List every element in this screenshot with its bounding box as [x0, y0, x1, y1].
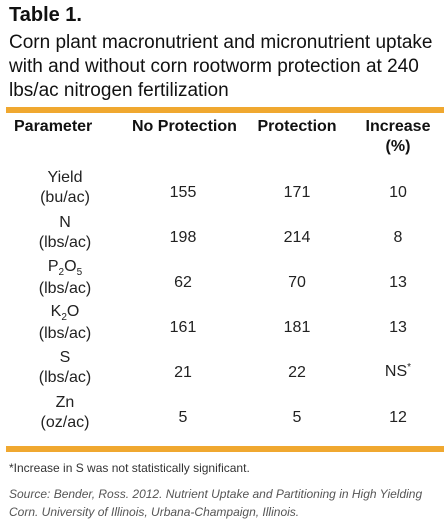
cell-no-protection: 5	[178, 408, 188, 426]
row-parameter: Yield (bu/ac)	[6, 165, 124, 210]
parameter-name: N	[59, 213, 71, 231]
header-row: Parameter No Protection Protection Incre…	[6, 113, 444, 165]
cell-protection: 22	[288, 363, 306, 381]
parameter-unit: (lbs/ac)	[38, 279, 92, 297]
table-caption: Corn plant macronutrient and micronutrie…	[9, 32, 433, 101]
parameter-unit: (bu/ac)	[40, 188, 90, 206]
cell-increase: 8	[393, 228, 403, 246]
table-row: K2O (lbs/ac) 161 181 13	[6, 300, 444, 345]
cell-protection: 70	[288, 273, 306, 291]
cell-protection: 214	[283, 228, 311, 246]
cell-no-protection: 62	[174, 273, 192, 291]
row-parameter: K2O (lbs/ac)	[6, 300, 124, 345]
parameter-name: Zn	[55, 393, 75, 411]
cell-no-protection: 155	[169, 183, 197, 201]
table-row: Yield (bu/ac) 155 171 10	[6, 165, 444, 210]
header-parameter: Parameter	[14, 118, 93, 135]
header-protection: Protection	[257, 118, 337, 135]
source-citation: Source: Bender, Ross. 2012. Nutrient Upt…	[9, 487, 423, 519]
table-row: P2O5 (lbs/ac) 62 70 13	[6, 255, 444, 300]
parameter-name: P2O5	[47, 257, 83, 278]
bottom-rule	[6, 446, 444, 452]
row-parameter: Zn (oz/ac)	[6, 390, 124, 435]
table-row: S (lbs/ac) 21 22 NS*	[6, 345, 444, 390]
parameter-name: K2O	[50, 302, 80, 323]
parameter-unit: (lbs/ac)	[38, 324, 92, 342]
cell-increase: 12	[389, 408, 407, 426]
parameter-name: S	[59, 348, 71, 366]
cell-no-protection: 21	[174, 363, 192, 381]
cell-increase: 10	[389, 183, 407, 201]
cell-protection: 5	[292, 408, 302, 426]
cell-increase: NS*	[384, 361, 412, 380]
parameter-unit: (lbs/ac)	[38, 368, 92, 386]
cell-protection: 181	[283, 318, 311, 336]
cell-no-protection: 161	[169, 318, 197, 336]
table-row: Zn (oz/ac) 5 5 12	[6, 390, 444, 435]
parameter-unit: (lbs/ac)	[38, 233, 92, 251]
footnote-marker: *	[407, 361, 412, 373]
top-rule	[6, 107, 444, 113]
row-parameter: S (lbs/ac)	[6, 345, 124, 390]
table-row: N (lbs/ac) 198 214 8	[6, 210, 444, 255]
cell-increase: 13	[389, 318, 407, 336]
cell-increase: 13	[389, 273, 407, 291]
cell-no-protection: 198	[169, 228, 197, 246]
cell-protection: 171	[283, 183, 311, 201]
header-no-protection: No Protection	[132, 118, 237, 135]
header-increase: Increase (%)	[365, 118, 431, 155]
data-table: Parameter No Protection Protection Incre…	[6, 113, 444, 435]
table-label: Table 1.	[9, 4, 82, 26]
row-parameter: N (lbs/ac)	[6, 210, 124, 255]
parameter-unit: (oz/ac)	[40, 413, 90, 431]
row-parameter: P2O5 (lbs/ac)	[6, 255, 124, 300]
footnote: *Increase in S was not statistically sig…	[9, 461, 250, 475]
parameter-name: Yield	[47, 168, 83, 186]
